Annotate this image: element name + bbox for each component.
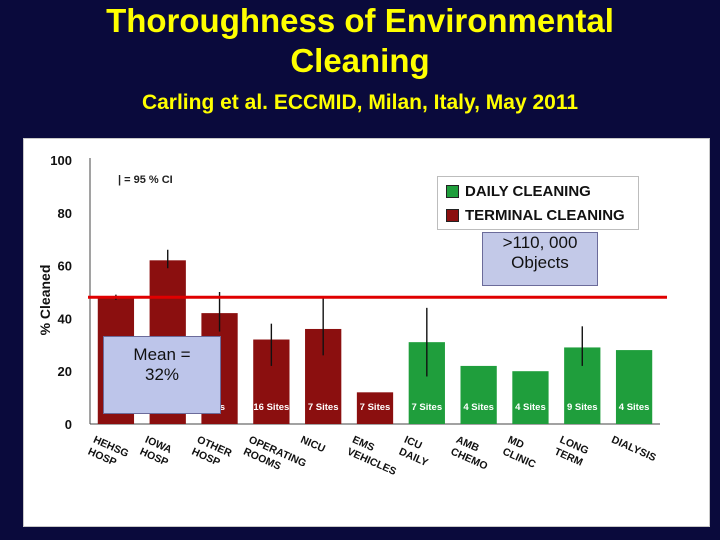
x-tick-label: NICU [299, 434, 327, 455]
bar-site-label: 4 Sites [619, 402, 650, 413]
x-tick-label-line1: NICU [299, 434, 327, 455]
objects-callout-line2: Objects [511, 253, 569, 272]
objects-callout: >110, 000 Objects [482, 232, 598, 286]
y-axis-label: % Cleaned [37, 265, 53, 336]
mean-callout-line2: 32% [144, 365, 180, 384]
bar [356, 392, 394, 424]
legend-swatch-daily [446, 184, 459, 198]
slide-title-line2: Cleaning [290, 42, 430, 79]
legend-item-terminal: TERMINAL CLEANING [446, 205, 625, 225]
bar-site-label: 16 Sites [253, 402, 289, 413]
mean-callout-line1: Mean = [133, 345, 191, 364]
slide-title-line1: Thoroughness of Environmental [106, 2, 614, 39]
legend-label-daily: DAILY CLEANING [465, 182, 591, 200]
bar [512, 371, 549, 424]
ci-group [115, 249, 583, 377]
bar-site-label: 7 Sites [411, 402, 442, 413]
y-tick-label: 60 [58, 259, 72, 274]
bar-site-label: 7 Sites [308, 402, 339, 413]
y-tick-label: 100 [50, 153, 72, 168]
x-tick-label-line1: DIALYSIS [610, 434, 658, 464]
legend-label-terminal: TERMINAL CLEANING [465, 206, 625, 224]
chart-legend: DAILY CLEANING TERMINAL CLEANING [437, 176, 639, 230]
mean-callout: Mean = 32% [103, 336, 221, 414]
x-tick-label: DIALYSIS [610, 434, 658, 464]
bar-site-label: 9 Sites [567, 402, 598, 413]
y-tick-label: 40 [58, 311, 72, 326]
slide-subtitle: Carling et al. ECCMID, Milan, Italy, May… [141, 91, 579, 114]
y-tick-label: 80 [58, 206, 72, 221]
y-tick-label: 0 [65, 417, 72, 432]
legend-swatch-terminal [446, 208, 459, 222]
bar-site-label: 7 Sites [360, 402, 391, 413]
legend-item-daily: DAILY CLEANING [446, 181, 591, 201]
bar [460, 365, 497, 424]
bar-site-label: 4 Sites [463, 402, 494, 413]
bar-site-label: 4 Sites [515, 402, 546, 413]
objects-callout-line1: >110, 000 [502, 233, 578, 252]
y-tick-label: 20 [58, 364, 72, 379]
bar [615, 350, 653, 424]
ci-legend-label: | = 95 % CI [118, 174, 173, 186]
